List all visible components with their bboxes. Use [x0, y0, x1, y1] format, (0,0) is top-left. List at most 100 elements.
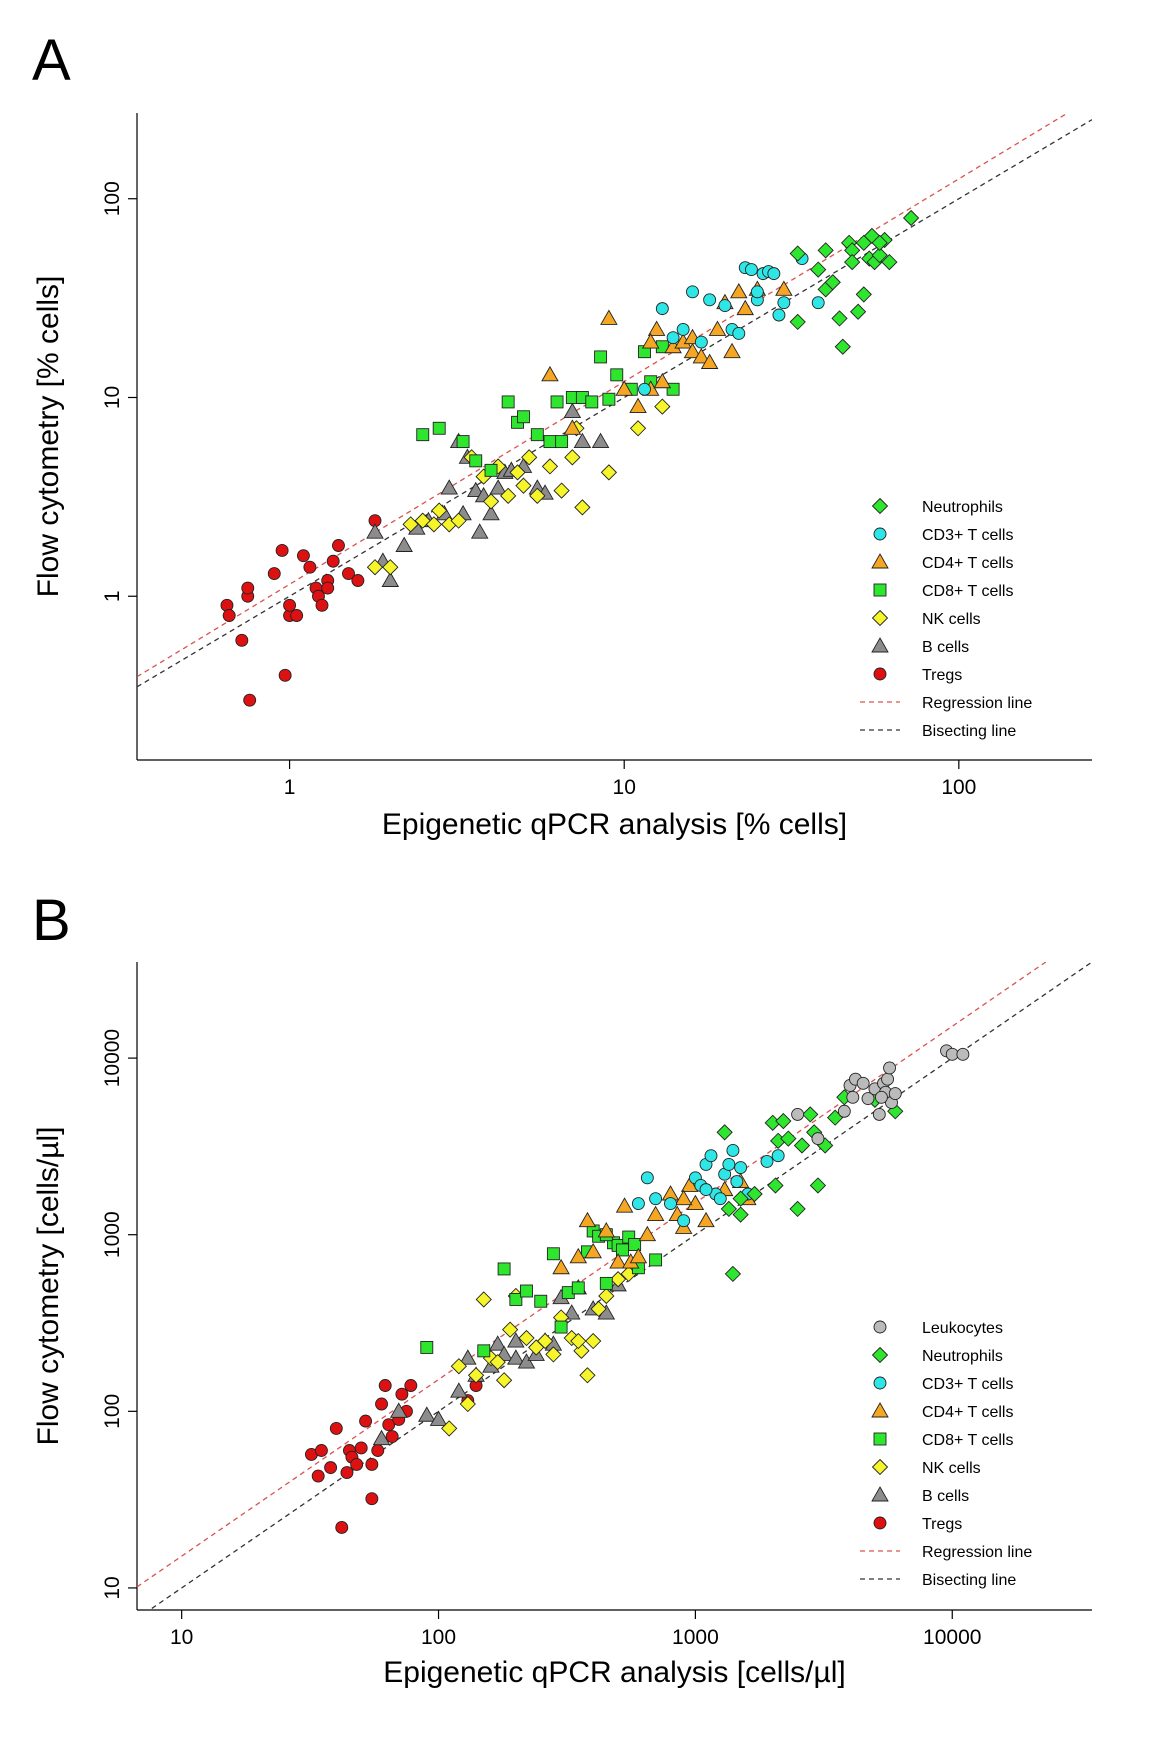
data-point: [809, 1177, 827, 1194]
data-point: [871, 234, 888, 251]
y-tick-label: 100: [101, 1394, 124, 1429]
data-point: [629, 420, 647, 437]
data-point: [515, 477, 532, 494]
data-point: [649, 1192, 663, 1206]
y-tick-label: 10: [101, 1576, 124, 1599]
data-point: [459, 1349, 477, 1365]
data-point: [771, 1149, 785, 1163]
data-point: [610, 368, 624, 382]
data-point: [564, 449, 581, 466]
data-point: [351, 574, 365, 587]
data-point: [340, 1466, 354, 1480]
data-point: [732, 1190, 749, 1207]
legend: Leukocytes Neutrophils CD3+ T cells CD4+ T …: [860, 1320, 1032, 1589]
data-point: [802, 1106, 819, 1123]
data-point: [730, 1175, 744, 1188]
data-point: [723, 342, 741, 359]
data-point: [609, 1271, 627, 1288]
data-point: [488, 1335, 507, 1351]
y-tick-label: 10: [101, 386, 124, 409]
data-point: [718, 299, 732, 313]
data-point: [530, 428, 544, 442]
data-point: [241, 581, 255, 595]
data-point: [222, 609, 236, 622]
data-point: [677, 1214, 691, 1228]
legend-label: B cells: [922, 639, 969, 656]
data-point: [378, 1379, 392, 1392]
legend-label: Regression line: [922, 1544, 1032, 1561]
data-point: [585, 395, 599, 409]
data-point: [469, 454, 483, 468]
data-point: [831, 310, 848, 327]
data-point: [450, 512, 467, 529]
data-point: [326, 554, 340, 568]
data-point: [846, 1090, 860, 1104]
data-point: [335, 1521, 349, 1534]
data-point: [599, 1276, 613, 1290]
data-point: [543, 435, 557, 449]
data-point: [296, 549, 310, 563]
data-point: [703, 293, 717, 307]
data-point: [777, 296, 791, 310]
data-point: [874, 1090, 888, 1104]
data-point: [550, 395, 564, 409]
data-point: [722, 1157, 736, 1171]
data-point: [497, 1262, 511, 1276]
data-point: [501, 395, 515, 409]
data-point: [432, 421, 446, 435]
data-point: [495, 1372, 513, 1389]
data-point: [629, 397, 647, 414]
data-point: [666, 331, 680, 345]
data-point: [597, 1222, 616, 1238]
data-point: [590, 1300, 607, 1318]
data-point: [726, 1143, 740, 1157]
legend-label: NK cells: [922, 1460, 981, 1477]
data-point: [489, 1353, 506, 1371]
data-point: [791, 1107, 805, 1121]
data-point: [584, 1242, 602, 1259]
data-point: [683, 342, 702, 359]
legend-marker: [871, 637, 889, 653]
data-point: [520, 1284, 533, 1298]
data-point: [734, 1161, 748, 1175]
data-point: [646, 1205, 665, 1222]
data-point: [837, 1104, 851, 1118]
data-point: [750, 285, 764, 299]
data-point: [680, 1176, 699, 1192]
data-point: [416, 428, 430, 442]
legend-label: Leukocytes: [922, 1320, 1003, 1337]
data-point: [844, 253, 861, 271]
data-point: [732, 326, 746, 340]
data-point: [861, 1092, 875, 1106]
legend-label: Bisecting line: [922, 723, 1016, 740]
data-point: [395, 1387, 409, 1401]
data-point: [553, 482, 570, 499]
data-point: [467, 1367, 485, 1384]
legend-label: CD4+ T cells: [922, 555, 1013, 572]
data-point: [440, 479, 459, 495]
data-point: [541, 458, 559, 475]
data-point: [676, 322, 690, 336]
data-point: [713, 1192, 727, 1206]
data-point: [760, 1154, 774, 1168]
data-point: [509, 464, 526, 481]
legend-marker: [871, 1486, 889, 1502]
data-point: [629, 1247, 648, 1264]
data-point: [475, 1291, 492, 1308]
data-point: [518, 1329, 535, 1347]
data-point: [767, 1177, 784, 1194]
data-point: [674, 1189, 693, 1206]
data-point: [956, 1047, 970, 1061]
data-point: [736, 299, 755, 316]
data-point: [418, 1406, 436, 1422]
data-point: [881, 1072, 895, 1086]
data-point: [329, 1421, 343, 1435]
data-point: [354, 1441, 368, 1455]
data-point: [420, 1340, 434, 1354]
data-point: [450, 1382, 468, 1398]
data-point: [278, 668, 292, 682]
data-point: [235, 633, 249, 647]
legend-marker: [871, 553, 889, 569]
data-point: [267, 567, 281, 581]
